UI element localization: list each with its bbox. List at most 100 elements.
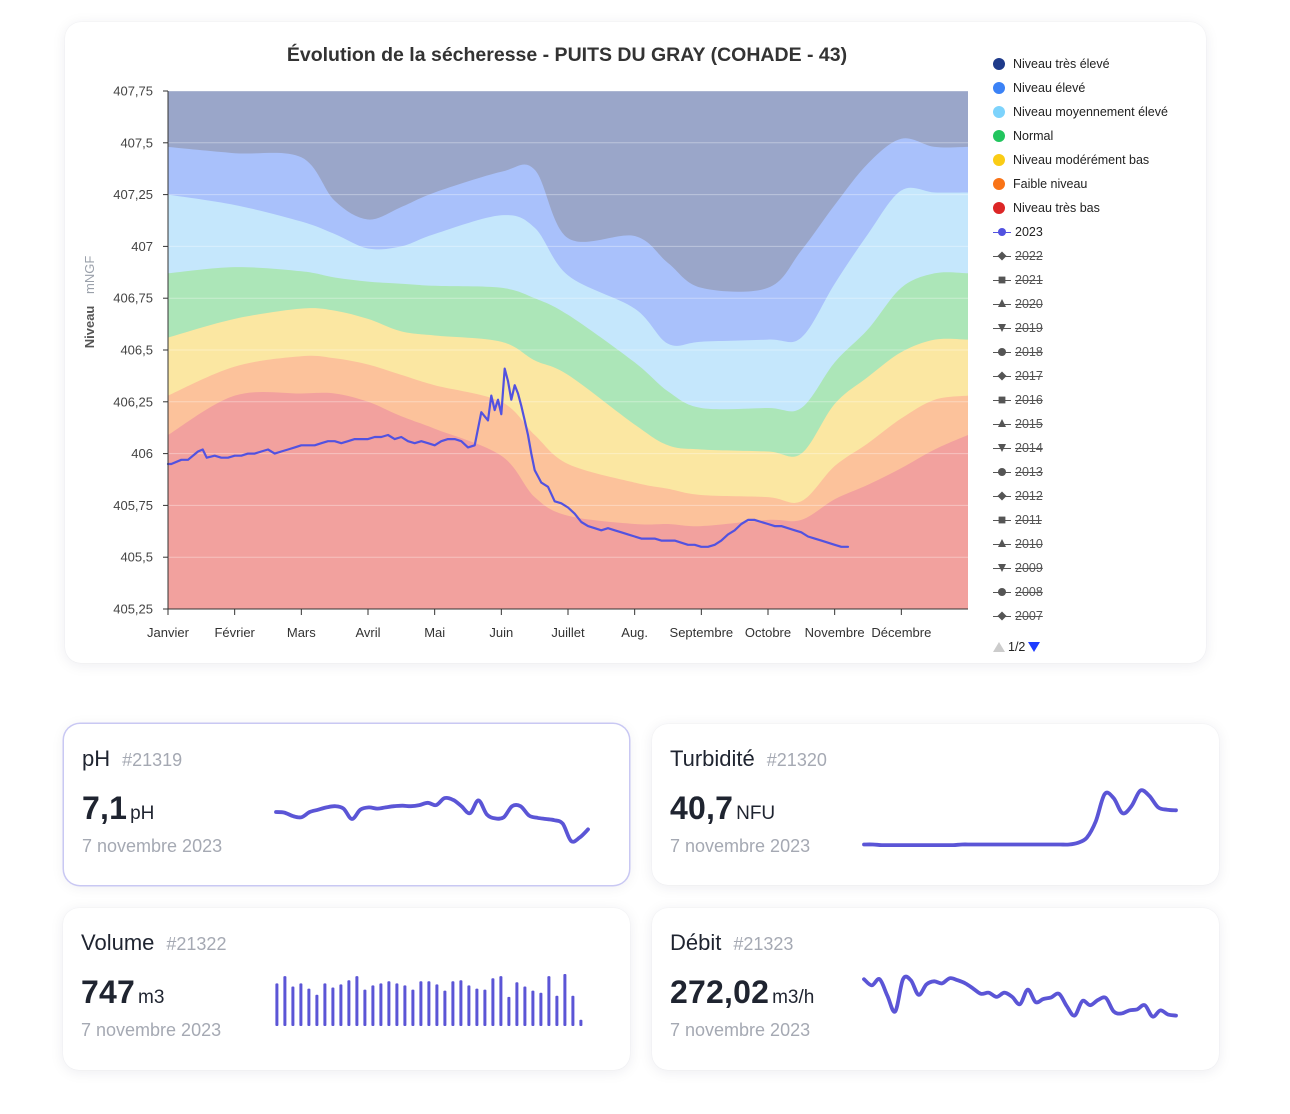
kpi-value: 40,7 NFU: [670, 790, 775, 827]
kpi-card-volume[interactable]: Volume #21322 747 m3 7 novembre 2023: [63, 908, 630, 1070]
legend-next-page-icon[interactable]: [1028, 642, 1041, 652]
legend-item-band[interactable]: Faible niveau: [993, 172, 1087, 196]
spark-bar: [347, 980, 351, 1026]
spark-bar: [571, 995, 575, 1026]
kpi-sensor-id: #21319: [122, 750, 183, 770]
kpi-title: Volume #21322: [81, 930, 226, 956]
legend-item-year[interactable]: 2007: [993, 604, 1043, 628]
legend-item-year[interactable]: 2014: [993, 436, 1043, 460]
spark-bar: [555, 995, 559, 1026]
spark-bar: [331, 987, 335, 1026]
series-lines: [166, 367, 850, 548]
legend-item-year[interactable]: 2017: [993, 364, 1043, 388]
spark-bar: [363, 989, 367, 1026]
legend-item-year[interactable]: 2020: [993, 292, 1043, 316]
kpi-title: Turbidité #21320: [670, 746, 827, 772]
legend-item-band[interactable]: Niveau très bas: [993, 196, 1100, 220]
spark-bar: [355, 976, 359, 1026]
y-tick-label: 407,75: [113, 84, 153, 99]
chart-title: Évolution de la sécheresse - PUITS DU GR…: [287, 43, 847, 66]
legend-item-band[interactable]: Niveau très élevé: [993, 52, 1110, 76]
x-tick-label: Février: [214, 625, 255, 640]
legend-label: 2018: [1015, 345, 1043, 359]
legend-tri-down-marker-icon: [993, 562, 1011, 574]
spark-bar: [411, 989, 415, 1026]
kpi-unit: pH: [130, 803, 155, 824]
legend-item-band[interactable]: Niveau moyennement élevé: [993, 100, 1168, 124]
band-niveau-tr-s-bas: [168, 391, 968, 609]
legend-pagination: 1/2: [993, 640, 1041, 654]
kpi-name: Volume: [81, 930, 155, 955]
legend-item-year[interactable]: 2008: [993, 580, 1043, 604]
kpi-name: Débit: [670, 930, 722, 955]
legend-item-year[interactable]: 2015: [993, 412, 1043, 436]
spark-bar: [419, 981, 423, 1026]
spark-bar: [459, 980, 463, 1026]
kpi-card-turbidite[interactable]: Turbidité #21320 40,7 NFU 7 novembre 2023: [652, 724, 1219, 885]
drought-chart-card: Évolution de la sécheresse - PUITS DU GR…: [65, 22, 1206, 663]
legend-label: 2010: [1015, 537, 1043, 551]
spark-bar: [371, 985, 375, 1026]
legend-item-year[interactable]: 2021: [993, 268, 1043, 292]
spark-bar: [579, 1019, 583, 1026]
series-line-2023[interactable]: [166, 367, 850, 548]
spark-line: [862, 974, 1178, 1019]
y-tick-label: 406: [131, 446, 153, 461]
legend-item-year[interactable]: 2009: [993, 556, 1043, 580]
y-axis-title: Niveau mNGF: [82, 256, 97, 349]
x-tick-label: Juin: [489, 625, 513, 640]
legend-tri-down-marker-icon: [993, 442, 1011, 454]
spark-bar: [523, 986, 527, 1026]
y-axis-label: Niveau: [82, 306, 97, 349]
legend-label: Niveau élevé: [1013, 81, 1086, 95]
legend-item-year[interactable]: 2018: [993, 340, 1043, 364]
legend-dot-icon: [993, 82, 1005, 94]
kpi-date: 7 novembre 2023: [670, 1020, 811, 1040]
kpi-unit: m3: [138, 987, 165, 1008]
spark-bar: [395, 983, 399, 1026]
x-tick-label: Décembre: [871, 625, 931, 640]
legend-label: 2013: [1015, 465, 1043, 479]
legend-dot-icon: [993, 58, 1005, 70]
y-tick-label: 407,25: [113, 187, 153, 202]
legend-item-band[interactable]: Normal: [993, 124, 1053, 148]
legend-prev-page-icon[interactable]: [993, 642, 1005, 652]
kpi-card-ph[interactable]: pH #21319 7,1 pH 7 novembre 2023: [64, 724, 629, 885]
legend-dot-icon: [993, 130, 1005, 142]
kpi-unit: m3/h: [772, 987, 815, 1008]
kpi-title: Débit #21323: [670, 930, 793, 956]
kpi-title: pH #21319: [82, 746, 182, 772]
legend-item-year[interactable]: 2023: [993, 220, 1043, 244]
spark-bar: [491, 978, 495, 1026]
legend-label: 2021: [1015, 273, 1043, 287]
legend-item-band[interactable]: Niveau élevé: [993, 76, 1085, 100]
legend-label: 2011: [1015, 513, 1042, 527]
kpi-unit: NFU: [736, 803, 776, 824]
kpi-value: 272,02 m3/h: [670, 974, 814, 1011]
spark-bar: [547, 976, 551, 1026]
legend-item-year[interactable]: 2010: [993, 532, 1043, 556]
kpi-sparkline: [274, 795, 590, 844]
legend-dot-icon: [993, 178, 1005, 190]
legend-item-year[interactable]: 2012: [993, 484, 1043, 508]
spark-bar: [315, 994, 319, 1026]
y-tick-label: 407,5: [120, 135, 153, 150]
legend-label: 2017: [1015, 369, 1043, 383]
legend-item-year[interactable]: 2016: [993, 388, 1043, 412]
legend-item-year[interactable]: 2022: [993, 244, 1043, 268]
y-tick-label: 406,25: [113, 394, 153, 409]
kpi-card-debit[interactable]: Débit #21323 272,02 m3/h 7 novembre 2023: [652, 908, 1219, 1070]
y-tick-label: 405,5: [120, 550, 153, 565]
legend-item-band[interactable]: Niveau modérément bas: [993, 148, 1149, 172]
spark-bar: [451, 981, 455, 1026]
legend-diamond-marker-icon: [993, 490, 1011, 502]
legend-item-year[interactable]: 2013: [993, 460, 1043, 484]
legend-label: Niveau moyennement élevé: [1013, 105, 1168, 119]
legend-label: 2008: [1015, 585, 1043, 599]
legend-item-year[interactable]: 2019: [993, 316, 1043, 340]
spark-line: [274, 795, 590, 844]
kpi-sensor-id: #21320: [766, 750, 827, 770]
legend-item-year[interactable]: 2011: [993, 508, 1042, 532]
legend-tri-up-marker-icon: [993, 418, 1011, 430]
legend-diamond-marker-icon: [993, 250, 1011, 262]
